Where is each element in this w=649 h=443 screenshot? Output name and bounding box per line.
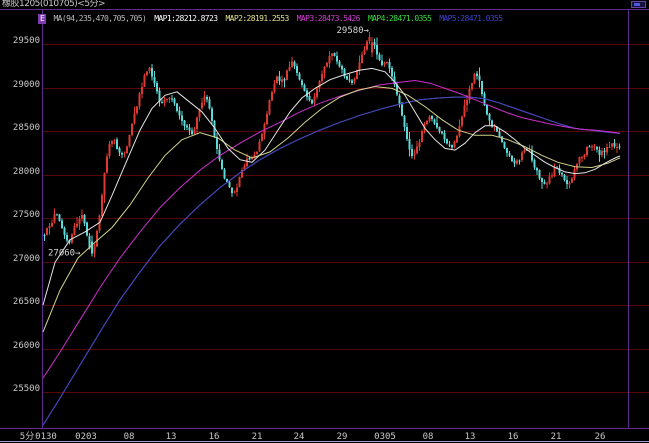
svg-text:29580→: 29580→ xyxy=(336,26,369,36)
svg-text:21: 21 xyxy=(252,432,263,442)
svg-text:26500: 26500 xyxy=(13,297,40,307)
indicator-close-button[interactable]: E xyxy=(38,14,47,24)
indicator-legend: E MA(94,235,470,705,705) MAP1:28212.8723 M… xyxy=(38,13,510,24)
svg-text:26000: 26000 xyxy=(13,341,40,351)
svg-text:21: 21 xyxy=(551,432,562,442)
indicator-value: MAP2:28191.2553 xyxy=(225,14,289,23)
svg-text:26: 26 xyxy=(595,432,606,442)
indicator-value: MAP4:28471.0355 xyxy=(367,14,432,23)
indicator-formula: MA(94,235,470,705,705) xyxy=(53,14,147,23)
ma-line-MA5(705) xyxy=(42,96,621,426)
titlebar-icon[interactable] xyxy=(631,1,646,8)
svg-text:5分: 5分 xyxy=(20,431,34,442)
svg-text:08: 08 xyxy=(423,432,434,442)
candlestick-series xyxy=(43,31,621,258)
gridlines xyxy=(42,44,649,393)
svg-text:25500: 25500 xyxy=(13,384,40,394)
svg-text:0203: 0203 xyxy=(75,432,97,442)
svg-text:27000: 27000 xyxy=(13,254,40,264)
svg-text:16: 16 xyxy=(209,432,220,442)
instrument-title: 橡胶1205(010705)<5分> xyxy=(2,0,106,9)
titlebar: 橡胶1205(010705)<5分> xyxy=(0,0,649,9)
indicator-value: MAP5:28471.0355 xyxy=(439,14,503,23)
ma-line-MA2(235) xyxy=(42,86,621,333)
indicator-value: MAP1:28212.8723 xyxy=(154,14,218,23)
svg-text:24: 24 xyxy=(294,432,305,442)
price-annotations: 29580→ 27060→ xyxy=(48,26,370,258)
axis-labels: 29500 29000 28500 28000 27500 27000 26500 26000… xyxy=(13,36,606,442)
chart-frame xyxy=(0,9,649,442)
svg-text:0305: 0305 xyxy=(374,432,396,442)
svg-text:27500: 27500 xyxy=(13,210,40,220)
svg-text:28000: 28000 xyxy=(13,167,40,177)
indicator-value: MAP3:28473.5426 xyxy=(296,14,361,23)
svg-text:13: 13 xyxy=(465,432,476,442)
svg-text:0130: 0130 xyxy=(35,432,57,442)
svg-text:16: 16 xyxy=(508,432,519,442)
svg-text:28500: 28500 xyxy=(13,123,40,133)
svg-text:13: 13 xyxy=(166,432,177,442)
titlebar-icon-glyph xyxy=(634,3,640,6)
svg-text:29: 29 xyxy=(337,432,348,442)
svg-text:08: 08 xyxy=(124,432,135,442)
svg-text:29500: 29500 xyxy=(13,36,40,46)
svg-text:29000: 29000 xyxy=(13,80,40,90)
ma-line-MA1(94) xyxy=(42,67,621,306)
svg-text:27060→: 27060→ xyxy=(48,248,81,258)
